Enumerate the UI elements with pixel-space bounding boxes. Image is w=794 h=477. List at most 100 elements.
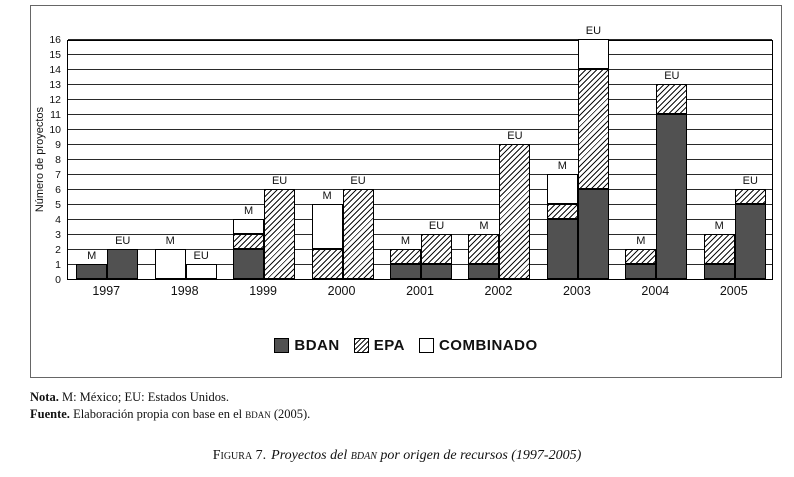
bar-segment-bdan xyxy=(734,204,766,279)
bar-segment-epa xyxy=(233,234,265,249)
bar-label-eu: EU xyxy=(740,175,760,187)
bar-label-eu: EU xyxy=(662,70,682,82)
bar-segment-bdan xyxy=(421,264,452,279)
x-axis-labels: 1997 1998 1999 2000 2001 2002 2003 2004 2005 xyxy=(67,284,773,300)
bar-label-m: M xyxy=(242,205,256,217)
y-tick-label: 9 xyxy=(55,139,61,151)
y-tick-label: 13 xyxy=(49,79,61,91)
bar-segment-bdan xyxy=(656,114,688,279)
y-tick-label: 6 xyxy=(55,184,61,196)
y-tick-label: 3 xyxy=(55,229,61,241)
bar-segment-combinado xyxy=(311,204,343,249)
bar-label-m: M xyxy=(85,250,99,262)
y-tick-label: 16 xyxy=(49,34,61,46)
bar-segment-epa xyxy=(546,204,578,219)
bar-segment-epa xyxy=(468,234,500,264)
bar-label-eu: EU xyxy=(505,130,525,142)
x-axis-label: 2000 xyxy=(327,284,356,298)
fuente-bdan: bdan xyxy=(245,406,271,421)
bar-segment-epa xyxy=(734,189,766,204)
legend-item-combinado: COMBINADO xyxy=(418,337,538,354)
y-tick-label: 11 xyxy=(50,109,61,121)
bar-label-m: M xyxy=(477,220,491,232)
epa-swatch-icon xyxy=(353,338,369,353)
figure-notes: Nota. M: México; EU: Estados Unidos. Fue… xyxy=(30,389,310,423)
gridline xyxy=(68,54,772,55)
fuente-text: Elaboración propia con base en el xyxy=(69,406,246,421)
figure-caption: Figura 7. Proyectos del bdan por origen d… xyxy=(0,448,794,464)
y-axis-ticks: 0 1 2 3 4 5 6 7 8 9 10 11 12 13 14 15 16 xyxy=(43,34,63,286)
bar-segment-bdan xyxy=(577,189,609,279)
nota-label: Nota. xyxy=(30,390,59,404)
fuente-year: (2005). xyxy=(270,406,311,421)
bar-label-m: M xyxy=(712,220,726,232)
x-axis-label: 2002 xyxy=(484,284,513,298)
x-axis-label: 2003 xyxy=(562,284,591,298)
y-tick-label: 2 xyxy=(55,244,61,256)
legend-item-bdan: BDAN xyxy=(274,337,339,354)
bar-segment-combinado xyxy=(233,219,265,234)
bar-label-m: M xyxy=(634,235,648,247)
bdan-swatch-icon xyxy=(274,338,290,353)
bar-segment-bdan xyxy=(390,264,421,279)
gridline xyxy=(68,219,772,220)
nota-line: Nota. M: México; EU: Estados Unidos. xyxy=(30,389,310,406)
bar-segment-epa xyxy=(499,144,531,279)
bar-segment-bdan xyxy=(76,264,108,279)
gridline xyxy=(68,69,772,70)
gridline xyxy=(68,129,772,130)
caption-title-part1: Proyectos del xyxy=(271,448,351,463)
y-tick-label: 15 xyxy=(49,49,61,61)
nota-text: M: México; EU: Estados Unidos. xyxy=(58,390,229,404)
gridline xyxy=(68,174,772,175)
gridline xyxy=(68,84,772,85)
bar-segment-combinado xyxy=(185,264,217,279)
caption-title-bdan: bdan xyxy=(350,448,377,463)
bar-segment-bdan xyxy=(703,264,735,279)
bar-segment-epa xyxy=(342,189,374,279)
gridline xyxy=(68,234,772,235)
bar-label-eu: EU xyxy=(583,25,604,37)
x-axis-label: 1999 xyxy=(249,284,278,298)
y-tick-label: 8 xyxy=(55,154,61,166)
bar-segment-bdan xyxy=(625,264,657,279)
gridline xyxy=(68,189,772,190)
x-axis-label: 2005 xyxy=(719,284,748,298)
combinado-swatch-icon xyxy=(418,338,434,353)
bar-label-eu: EU xyxy=(113,235,133,247)
bar-segment-epa xyxy=(577,69,609,189)
bar-label-m: M xyxy=(398,235,413,247)
x-axis-label: 1997 xyxy=(92,284,121,298)
legend-label-epa: EPA xyxy=(373,337,405,354)
legend-item-epa: EPA xyxy=(353,337,405,354)
bar-label-m: M xyxy=(555,160,569,172)
y-tick-label: 1 xyxy=(55,259,61,271)
bar-label-eu: EU xyxy=(426,220,447,232)
bar-label-eu: EU xyxy=(269,175,290,187)
caption-title: Proyectos del bdan por origen de recurso… xyxy=(271,448,581,463)
x-axis-label: 2001 xyxy=(406,284,434,298)
fuente-label: Fuente. xyxy=(30,406,70,421)
legend-label-bdan: BDAN xyxy=(294,337,340,354)
gridline xyxy=(68,99,772,100)
bar-label-m: M xyxy=(320,190,334,202)
y-tick-label: 0 xyxy=(55,274,61,286)
bar-segment-epa xyxy=(703,234,735,264)
gridline xyxy=(68,159,772,160)
bar-segment-bdan xyxy=(233,249,265,279)
legend: BDAN EPA COMBINADO xyxy=(31,337,781,354)
plot-area: M EU M EU M EU M EU M EU M EU M EU M EU M EU xyxy=(67,25,773,280)
bar-label-eu: EU xyxy=(191,250,211,262)
bar-segment-combinado xyxy=(577,39,609,69)
legend-label-combinado: COMBINADO xyxy=(438,337,538,354)
x-axis-label: 2004 xyxy=(641,284,670,298)
bar-segment-epa xyxy=(390,249,421,264)
bar-segment-epa xyxy=(421,234,452,264)
x-axis-label: 1998 xyxy=(170,284,199,298)
bar-segment-epa xyxy=(311,249,343,279)
bar-segment-epa xyxy=(656,84,688,114)
bar-segment-combinado xyxy=(154,249,186,279)
y-tick-label: 12 xyxy=(49,94,61,106)
y-tick-label: 14 xyxy=(49,64,61,76)
